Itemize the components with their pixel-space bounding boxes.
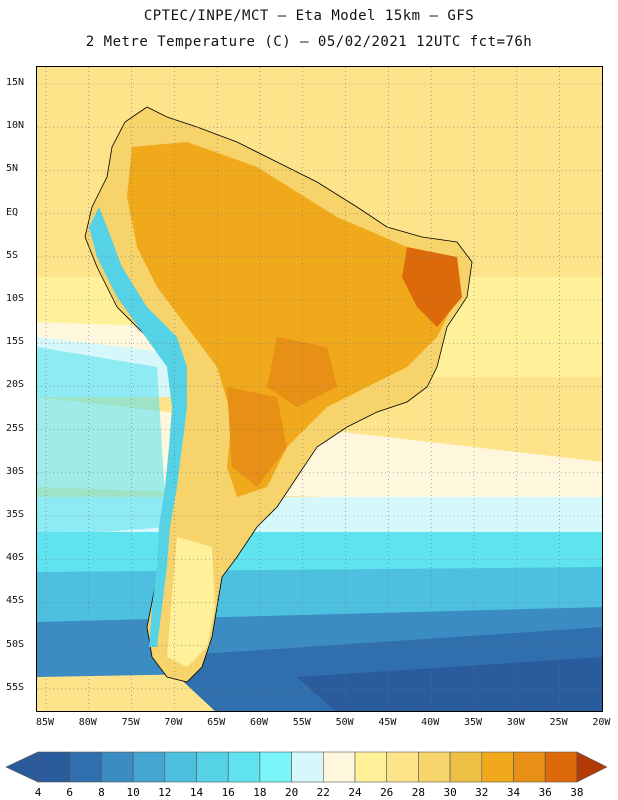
colorbar-segment bbox=[196, 751, 229, 783]
map-title: CPTEC/INPE/MCT – Eta Model 15km – GFS bbox=[143, 8, 475, 24]
latitude-label: 50S bbox=[6, 638, 25, 650]
lat-lon-grid bbox=[37, 67, 602, 711]
longitude-label: 20W bbox=[592, 717, 611, 728]
latitude-label: 15S bbox=[6, 336, 25, 348]
latitude-label: 10N bbox=[6, 120, 25, 132]
temperature-map bbox=[36, 66, 603, 712]
latitude-label: EQ bbox=[6, 206, 19, 218]
longitude-label: 80W bbox=[78, 717, 97, 728]
latitude-label: 15N bbox=[6, 77, 25, 88]
longitude-label: 55W bbox=[292, 717, 311, 728]
colorbar-tick-label: 28 bbox=[412, 786, 425, 799]
colorbar-segment bbox=[449, 751, 483, 783]
colorbar-tick-label: 4 bbox=[35, 786, 42, 799]
map-subtitle: 2 Metre Temperature (C) – 05/02/2021 12U… bbox=[85, 34, 533, 50]
hottest-region-south bbox=[227, 387, 287, 487]
colorbar-segment bbox=[544, 751, 578, 783]
andes-cold-strip bbox=[89, 207, 187, 647]
colorbar-tick-label: 20 bbox=[285, 786, 298, 799]
colorbar-segment bbox=[418, 751, 451, 783]
latitude-label: 55S bbox=[6, 681, 25, 693]
patagonia-mild-region bbox=[167, 537, 215, 667]
colorbar-tick-label: 36 bbox=[539, 786, 552, 799]
latitude-label: 40S bbox=[6, 552, 25, 564]
temperature-colorbar: 4 6 8 10 12 14 16 18 20 22 24 26 28 30 32 34 36 38 bbox=[5, 751, 608, 799]
latitude-label: 35S bbox=[6, 509, 25, 520]
longitude-label: 25W bbox=[549, 717, 568, 728]
colorbar-tick-label: 30 bbox=[443, 786, 456, 799]
colorbar-tick-label: 8 bbox=[98, 786, 105, 799]
colorbar-segment bbox=[513, 751, 546, 783]
longitude-label: 65W bbox=[207, 717, 226, 728]
colorbar-tick-label: 24 bbox=[348, 786, 362, 799]
colorbar-low-arrow bbox=[5, 751, 39, 783]
longitude-label: 75W bbox=[121, 717, 140, 728]
colorbar-tick-label: 38 bbox=[570, 786, 583, 799]
ocean-band-deepest bbox=[297, 657, 602, 711]
ocean-band-cyan-west bbox=[37, 347, 167, 537]
colorbar-segment bbox=[227, 751, 261, 783]
longitude-label: 60W bbox=[249, 717, 269, 728]
colorbar-tick-label: 18 bbox=[253, 786, 266, 799]
longitude-label: 30W bbox=[506, 717, 525, 728]
colorbar-segment bbox=[322, 751, 356, 783]
hottest-region-northeast bbox=[402, 247, 462, 327]
colorbar-segment bbox=[259, 751, 292, 783]
longitude-label: 45W bbox=[378, 717, 397, 728]
longitude-label: 50W bbox=[335, 717, 354, 728]
colorbar-tick-label: 26 bbox=[380, 786, 393, 799]
latitude-label: 20S bbox=[6, 379, 25, 391]
longitude-label: 35W bbox=[463, 717, 483, 728]
hot-interior-region bbox=[127, 142, 457, 497]
colorbar-tick-label: 14 bbox=[190, 786, 204, 799]
colorbar-segment bbox=[291, 751, 324, 783]
latitude-label: 30S bbox=[6, 465, 25, 477]
colorbar-segment bbox=[69, 751, 102, 783]
longitude-label: 70W bbox=[164, 717, 183, 728]
latitude-label: 5N bbox=[6, 163, 19, 175]
colorbar-high-arrow bbox=[576, 751, 608, 783]
latitude-label: 45S bbox=[6, 595, 25, 607]
colorbar-segment bbox=[354, 751, 388, 783]
colorbar-tick-label: 10 bbox=[126, 786, 139, 799]
colorbar-segment bbox=[386, 751, 419, 783]
map-canvas bbox=[37, 67, 602, 711]
colorbar-tick-label: 16 bbox=[222, 786, 235, 799]
latitude-label: 25S bbox=[6, 422, 25, 434]
latitude-label: 10S bbox=[6, 293, 25, 304]
longitude-label: 40W bbox=[421, 717, 440, 728]
latitude-label: 5S bbox=[6, 249, 19, 261]
colorbar-segment bbox=[37, 751, 71, 783]
colorbar-tick-label: 34 bbox=[507, 786, 521, 799]
hottest-region-center bbox=[267, 337, 337, 407]
colorbar-tick-label: 12 bbox=[158, 786, 171, 799]
colorbar-segment bbox=[101, 751, 134, 783]
colorbar-tick-label: 32 bbox=[475, 786, 488, 799]
colorbar-segment bbox=[481, 751, 514, 783]
colorbar-tick-label: 22 bbox=[317, 786, 330, 799]
colorbar-segment bbox=[132, 751, 166, 783]
colorbar-segment bbox=[164, 751, 197, 783]
colorbar-tick-label: 6 bbox=[66, 786, 73, 799]
longitude-label: 85W bbox=[35, 717, 55, 728]
